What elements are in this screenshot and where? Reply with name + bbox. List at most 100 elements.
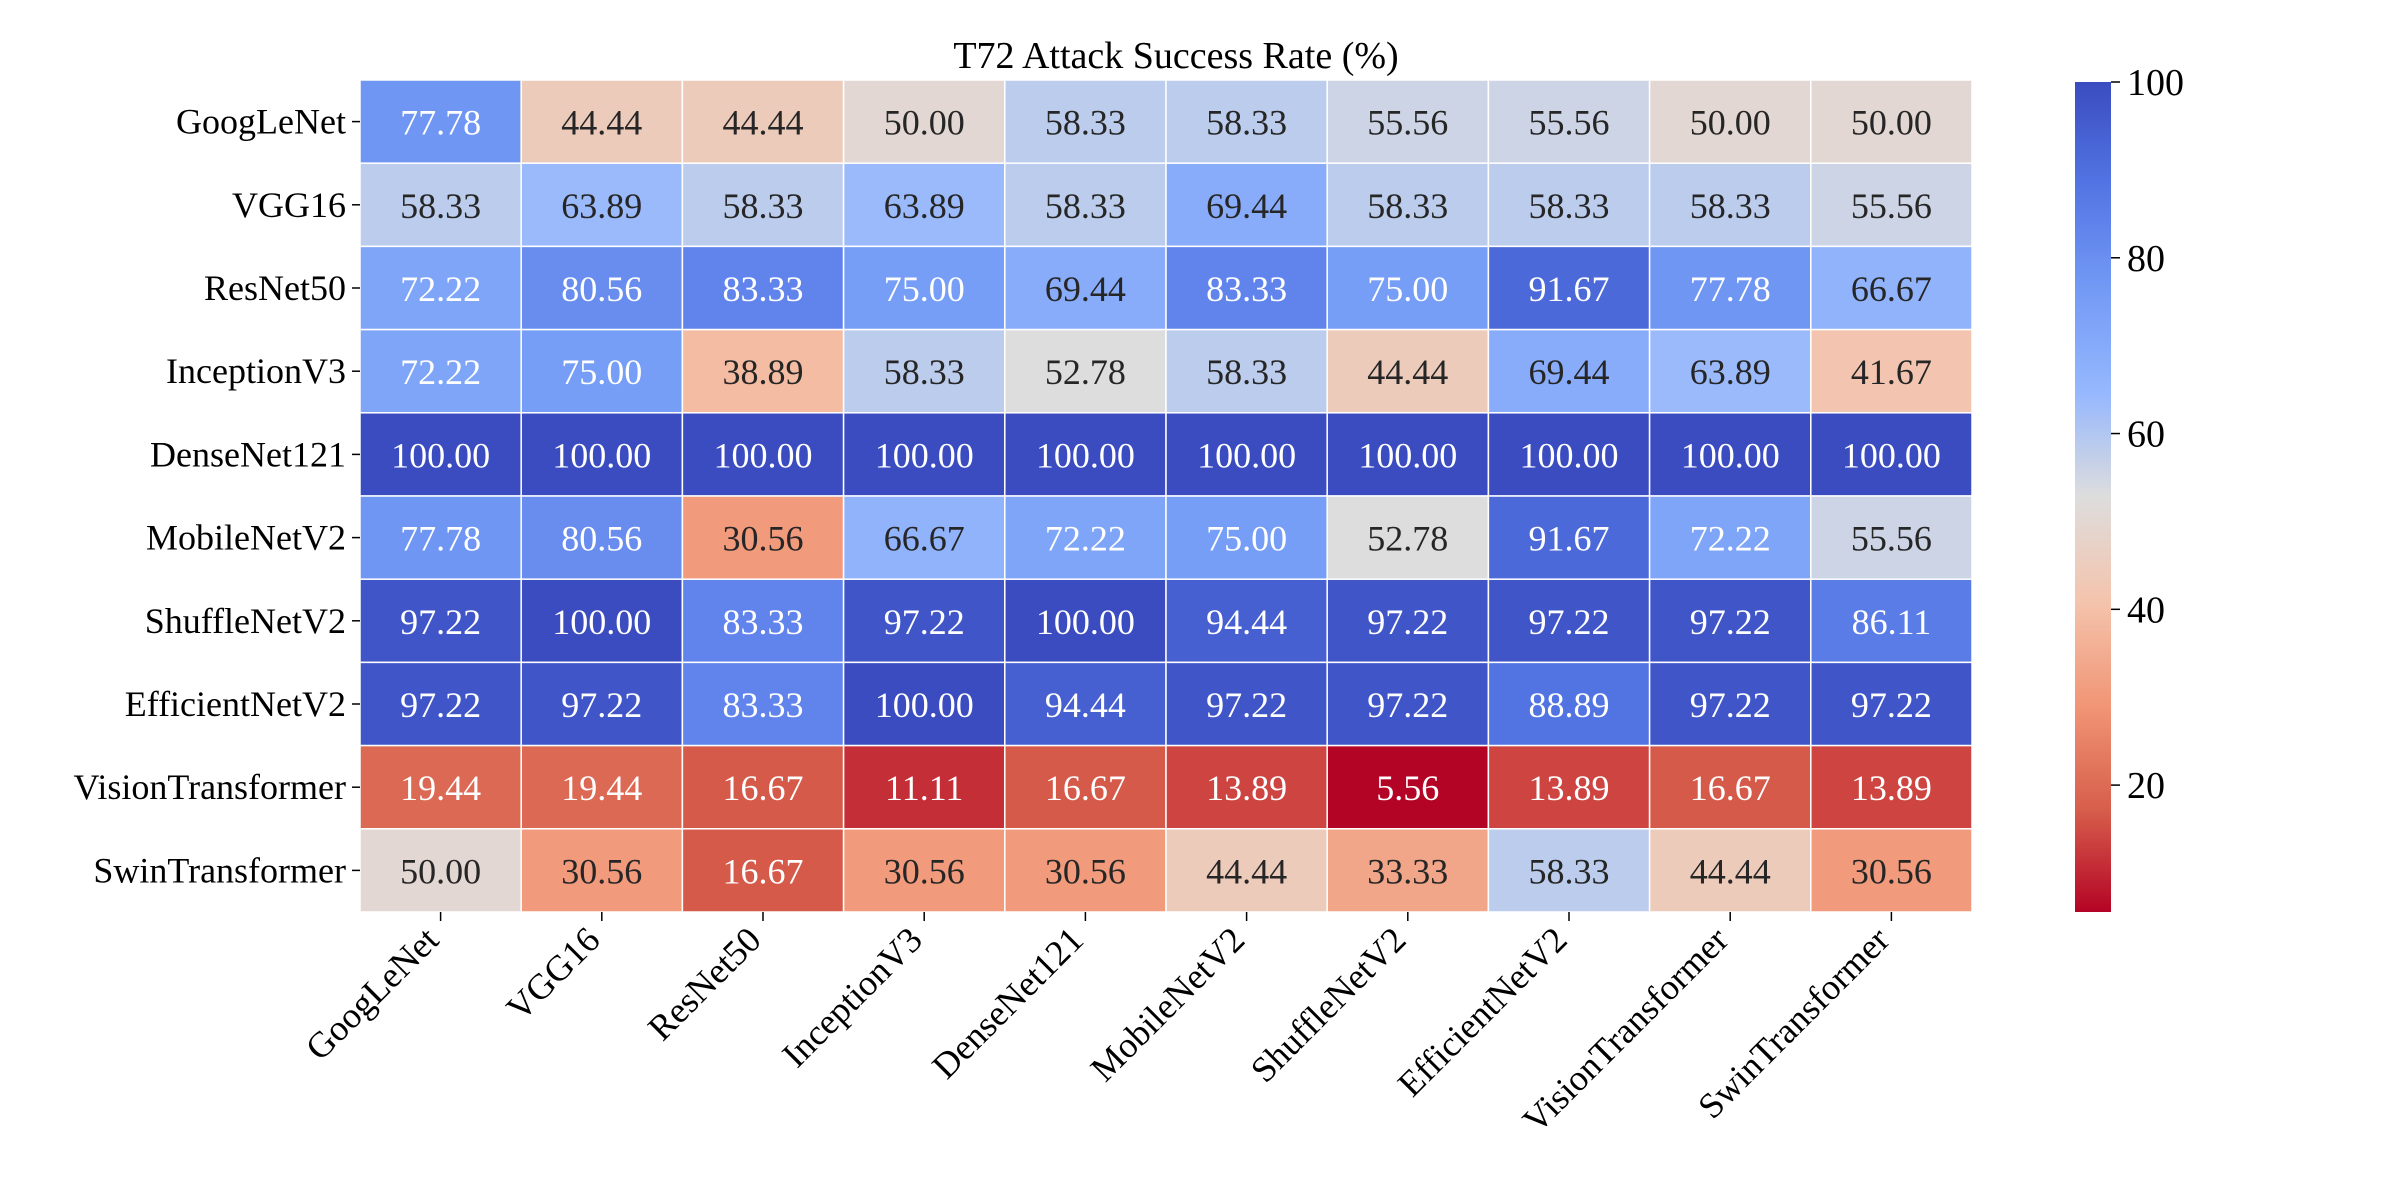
heatmap-cell-densenet121-swintransformer [1810,412,1973,497]
heatmap-cell-googlenet-swintransformer [1810,79,1973,164]
heatmap-cell-inceptionv3-swintransformer [1810,328,1973,414]
heatmap-cell-resnet50-shufflenetv2 [1326,245,1490,331]
cell-value-label: 58.33 [1690,186,1771,226]
colorbar-tick-label: 40 [2127,589,2165,631]
cell-value-label: 94.44 [1045,685,1126,725]
cell-value-label: 44.44 [723,103,804,143]
column-label-shufflenetv2: ShuffleNetV2 [1243,919,1414,1090]
cell-value-label: 13.89 [1529,768,1610,808]
heatmap-cell-resnet50-swintransformer [1810,245,1973,331]
cell-value-label: 100.00 [391,435,490,475]
heatmap-cell-inceptionv3-efficientnetv2 [1487,328,1651,414]
heatmap-cell-swintransformer-visiontransformer [1648,828,1812,913]
cell-value-label: 16.67 [723,851,804,891]
row-label-shufflenetv2: ShuffleNetV2 [145,601,346,641]
cell-value-label: 100.00 [1036,602,1135,642]
cell-value-label: 100.00 [552,602,651,642]
cell-value-label: 50.00 [884,103,965,143]
colorbar-tick-label: 80 [2127,238,2165,280]
cell-value-label: 83.33 [723,269,804,309]
heatmap-cell-visiontransformer-visiontransformer [1648,744,1812,830]
heatmap-cells: 77.78 44.44 44.44 50.00 58.33 58.33 55.56 55.56… [359,79,1973,913]
column-label-efficientnetv2: EfficientNetV2 [1390,919,1575,1104]
heatmap-cell-swintransformer-mobilenetv2 [1165,828,1328,913]
cell-value-label: 63.89 [561,186,642,226]
row-label-visiontransformer: VisionTransformer [74,767,347,807]
cell-value-label: 44.44 [1690,851,1771,891]
cell-value-label: 58.33 [884,352,965,392]
heatmap-cell-resnet50-resnet50 [681,245,845,331]
cell-value-label: 13.89 [1851,768,1932,808]
cell-value-label: 55.56 [1851,519,1932,559]
row-label-resnet50: ResNet50 [204,268,346,308]
column-label-inceptionv3: InceptionV3 [774,919,930,1075]
cell-value-label: 100.00 [1036,435,1135,475]
cell-value-label: 100.00 [714,435,813,475]
cell-value-label: 58.33 [1367,186,1448,226]
row-label-mobilenetv2: MobileNetV2 [146,518,346,558]
cell-value-label: 72.22 [400,352,481,392]
cell-value-label: 52.78 [1045,352,1126,392]
heatmap-cell-resnet50-googlenet [359,245,522,331]
cell-value-label: 58.33 [1529,851,1610,891]
heatmap-cell-efficientnetv2-mobilenetv2 [1165,661,1328,747]
cell-value-label: 30.56 [1851,851,1932,891]
cell-value-label: 100.00 [552,435,651,475]
colorbar-gradient [2075,82,2111,912]
column-label-resnet50: ResNet50 [640,919,769,1048]
column-label-googlenet: GoogLeNet [298,919,446,1067]
heatmap-cell-mobilenetv2-mobilenetv2 [1165,495,1328,580]
cell-value-label: 58.33 [400,186,481,226]
heatmap-cell-shufflenetv2-swintransformer [1810,578,1973,664]
heatmap-cell-visiontransformer-swintransformer [1810,744,1973,830]
column-label-mobilenetv2: MobileNetV2 [1083,919,1253,1089]
heatmap-cell-googlenet-densenet121 [1004,79,1167,164]
cell-value-label: 100.00 [1842,435,1941,475]
heatmap-cell-densenet121-visiontransformer [1648,412,1812,497]
cell-value-label: 30.56 [884,851,965,891]
heatmap-cell-shufflenetv2-efficientnetv2 [1487,578,1651,664]
heatmap-cell-shufflenetv2-mobilenetv2 [1165,578,1328,664]
cell-value-label: 86.11 [1852,602,1932,642]
cell-value-label: 97.22 [884,602,965,642]
cell-value-label: 72.22 [1045,519,1126,559]
row-label-googlenet: GoogLeNet [176,102,346,142]
cell-value-label: 69.44 [1529,352,1610,392]
heatmap-cell-densenet121-vgg16 [520,412,684,497]
cell-value-label: 80.56 [561,269,642,309]
cell-value-label: 83.33 [723,602,804,642]
heatmap-cell-vgg16-vgg16 [520,162,684,248]
colorbar-tick-label: 100 [2127,62,2184,104]
heatmap-cell-efficientnetv2-vgg16 [520,661,684,747]
cell-value-label: 5.56 [1376,768,1439,808]
cell-value-label: 100.00 [1197,435,1296,475]
cell-value-label: 97.22 [1851,685,1932,725]
cell-value-label: 16.67 [1690,768,1771,808]
heatmap-cell-shufflenetv2-googlenet [359,578,522,664]
chart-title: T72 Attack Success Rate (%) [953,35,1398,77]
heatmap-cell-swintransformer-efficientnetv2 [1487,828,1651,913]
cell-value-label: 50.00 [1851,103,1932,143]
cell-value-label: 16.67 [723,768,804,808]
cell-value-label: 91.67 [1529,269,1610,309]
cell-value-label: 16.67 [1045,768,1126,808]
heatmap-cell-vgg16-efficientnetv2 [1487,162,1651,248]
cell-value-label: 77.78 [400,103,481,143]
colorbar: 20 40 60 80 100 [2075,62,2184,912]
heatmap-cell-mobilenetv2-resnet50 [681,495,845,580]
heatmap-cell-efficientnetv2-visiontransformer [1648,661,1812,747]
cell-value-label: 58.33 [1206,352,1287,392]
heatmap-cell-swintransformer-shufflenetv2 [1326,828,1490,913]
heatmap-cell-googlenet-mobilenetv2 [1165,79,1328,164]
cell-value-label: 41.67 [1851,352,1932,392]
cell-value-label: 44.44 [1206,851,1287,891]
row-label-vgg16: VGG16 [232,185,346,225]
row-label-inceptionv3: InceptionV3 [166,351,346,391]
cell-value-label: 77.78 [1690,269,1771,309]
heatmap-cell-visiontransformer-vgg16 [520,744,684,830]
heatmap-cell-densenet121-efficientnetv2 [1487,412,1651,497]
heatmap-cell-resnet50-efficientnetv2 [1487,245,1651,331]
heatmap-cell-efficientnetv2-efficientnetv2 [1487,661,1651,747]
cell-value-label: 83.33 [1206,269,1287,309]
